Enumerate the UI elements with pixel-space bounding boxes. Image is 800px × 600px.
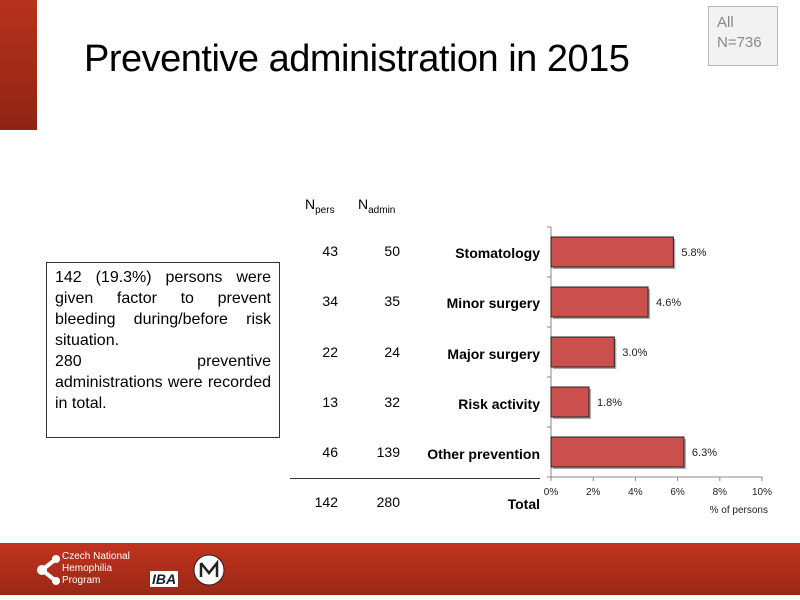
category-label: Other prevention — [427, 446, 540, 463]
category-label: Stomatology — [455, 245, 540, 261]
program-name: Czech National Hemophilia Program — [62, 551, 130, 586]
total-label: Total — [507, 496, 540, 512]
category-label: Major surgery — [447, 345, 540, 362]
row-n-pers: 46 — [322, 444, 338, 461]
x-tick-label: 0% — [544, 487, 559, 498]
row-n-admin: 24 — [384, 343, 400, 360]
page-title: Preventive administration in 2015 — [84, 38, 630, 80]
bar — [550, 236, 674, 268]
iba-logo: IBA — [150, 571, 179, 587]
row-n-pers: 43 — [322, 243, 338, 259]
footer: Czech National Hemophilia Program IBA — [0, 543, 800, 595]
header-n-admin: Nadmin — [358, 196, 395, 216]
row-n-admin: 32 — [384, 393, 400, 410]
data-label: 6.3% — [692, 447, 717, 459]
badge-line2: N=736 — [717, 34, 762, 51]
info-box: 142 (19.3%) persons were given factor to… — [46, 262, 280, 438]
row-n-pers: 22 — [322, 343, 338, 360]
data-label: 1.8% — [597, 397, 622, 409]
badge-line1: All — [717, 14, 734, 31]
bar — [550, 436, 685, 468]
x-tick-label: 10% — [752, 487, 772, 498]
data-label: 5.8% — [681, 247, 706, 259]
x-tick-label: 6% — [670, 487, 685, 498]
hdr-npers-sub: pers — [315, 204, 335, 216]
row-n-pers: 13 — [322, 393, 338, 410]
sample-badge: All N=736 — [708, 6, 778, 66]
x-tick-label: 4% — [628, 487, 643, 498]
bar — [550, 286, 649, 318]
x-tick-label: 2% — [586, 487, 601, 498]
row-n-admin: 139 — [376, 444, 400, 461]
row-n-pers: 34 — [322, 293, 338, 310]
category-label: Minor surgery — [446, 295, 540, 312]
total-n-admin: 280 — [376, 494, 400, 510]
category-label: Risk activity — [458, 395, 540, 412]
hdr-nadmin-sub: admin — [368, 204, 396, 216]
bar-chart: 0% 2% 4% 6% 8% 10% % of persons 5.8% 4.6% 3.0% 1.8… — [544, 226, 772, 516]
info-p1: 142 (19.3%) persons were given factor to… — [55, 269, 271, 349]
total-separator — [290, 478, 540, 479]
hdr-nadmin: N — [358, 196, 369, 212]
university-seal-icon — [193, 554, 225, 586]
data-label: 3.0% — [622, 347, 647, 359]
data-label: 4.6% — [656, 297, 681, 309]
row-n-admin: 50 — [384, 243, 400, 259]
hdr-npers: N — [305, 196, 316, 212]
total-n-pers: 142 — [314, 494, 338, 510]
info-p2: 280 preventive administrations were reco… — [55, 353, 271, 412]
x-tick-label: 8% — [713, 487, 728, 498]
program-logo-icon — [37, 555, 60, 585]
bar — [550, 336, 615, 368]
title-accent-bar — [0, 0, 37, 130]
row-n-admin: 35 — [384, 293, 400, 310]
header-n-pers: Npers — [305, 196, 335, 216]
bar — [550, 386, 590, 418]
x-axis-label: % of persons — [710, 505, 768, 516]
